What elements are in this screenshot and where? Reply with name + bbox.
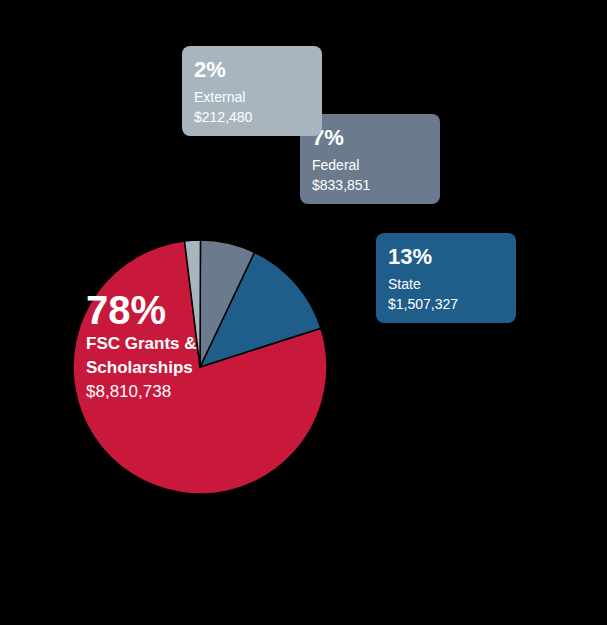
slice-amount: $833,851: [312, 177, 371, 193]
annotation-box: [182, 46, 322, 136]
pie-slice: [73, 241, 327, 494]
slice-percent: 2%: [194, 57, 226, 82]
slice-label: External: [194, 89, 245, 105]
pie-slice: [200, 240, 254, 367]
background: [0, 0, 607, 625]
pie: [73, 240, 327, 494]
annotation: 13% State $1,507,327: [376, 233, 516, 323]
slice-label: FSC Grants &: [86, 334, 197, 353]
slice-label: Federal: [312, 157, 359, 173]
slice-label: State: [388, 276, 421, 292]
annotation-box: [376, 233, 516, 323]
slice-percent: 78%: [86, 288, 166, 332]
slice-label: Scholarships: [86, 358, 193, 377]
slice-amount: $8,810,738: [86, 382, 171, 401]
slice-amount: $212,480: [194, 109, 253, 125]
chart: 78% FSC Grants & Scholarships $8,810,738 13%…: [0, 0, 607, 625]
annotation: 2% External $212,480: [182, 46, 322, 136]
slice-percent: 13%: [388, 244, 432, 269]
slice-amount: $1,507,327: [388, 296, 458, 312]
